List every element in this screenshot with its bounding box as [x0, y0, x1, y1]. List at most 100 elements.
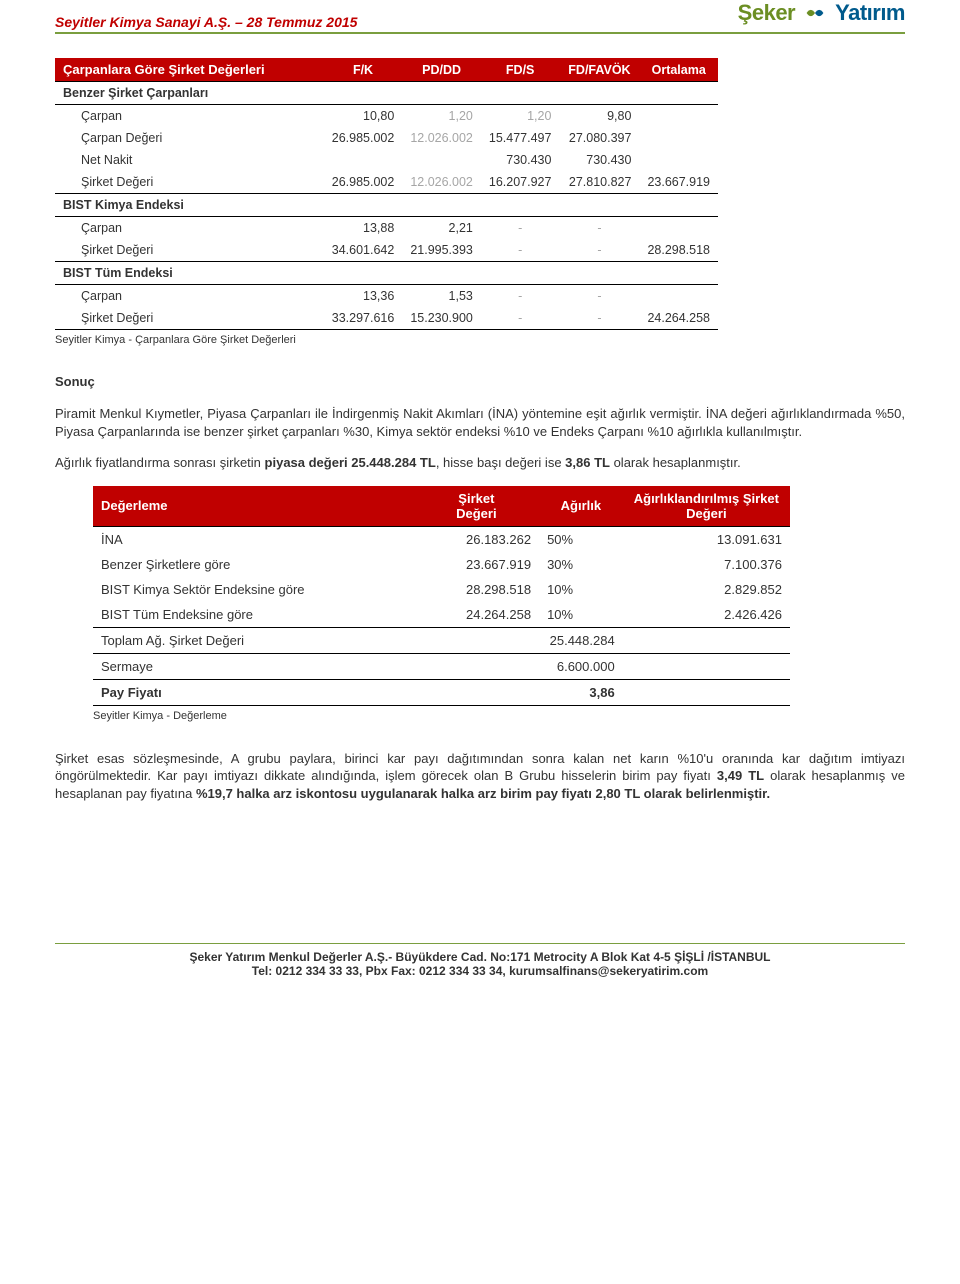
summary-value: 25.448.284	[414, 627, 623, 653]
cell	[639, 105, 718, 128]
cell	[639, 217, 718, 240]
footer-line1: Şeker Yatırım Menkul Değerler A.Ş.- Büyü…	[55, 950, 905, 964]
footer-line2: Tel: 0212 334 33 33, Pbx Fax: 0212 334 3…	[55, 964, 905, 978]
cell: 15.230.900	[402, 307, 481, 330]
cell: 34.601.642	[324, 239, 403, 262]
cell: 2,21	[402, 217, 481, 240]
summary-label: Pay Fiyatı	[93, 679, 414, 705]
p3-d: %19,7 halka arz iskontosu uygulanarak ha…	[196, 786, 770, 801]
p2-d: 3,86 TL	[565, 455, 610, 470]
cell: 23.667.919	[414, 552, 539, 577]
cell: 26.183.262	[414, 526, 539, 552]
table-row: Çarpan13,882,21--	[55, 217, 718, 240]
header-title: Seyitler Kimya Sanayi A.Ş. – 28 Temmuz 2…	[55, 14, 357, 30]
final-paragraph: Şirket esas sözleşmesinde, A grubu payla…	[55, 750, 905, 803]
table-row: İNA26.183.26250%13.091.631	[93, 526, 790, 552]
summary-row: Sermaye6.600.000	[93, 653, 790, 679]
table-row: Çarpan Değeri26.985.00212.026.00215.477.…	[55, 127, 718, 149]
table-row: BIST Kimya Sektör Endeksine göre28.298.5…	[93, 577, 790, 602]
cell: 7.100.376	[623, 552, 790, 577]
p3-b: 3,49 TL	[717, 768, 764, 783]
row-label: İNA	[93, 526, 414, 552]
cell: 27.080.397	[559, 127, 639, 149]
row-label: Benzer Şirketlere göre	[93, 552, 414, 577]
col-ortalama-label: Ortalama	[639, 58, 718, 82]
cell: 13,36	[324, 285, 403, 308]
p2-a: Ağırlık fiyatlandırma sonrası şirketin	[55, 455, 265, 470]
table-row: Benzer Şirketlere göre23.667.91930%7.100…	[93, 552, 790, 577]
cell: 730.430	[481, 149, 560, 171]
col-agirlikli-sirket-degeri-label: Ağırlıklandırılmış ŞirketDeğeri	[634, 491, 779, 521]
summary-row: Toplam Ağ. Şirket Değeri25.448.284	[93, 627, 790, 653]
cell: -	[559, 307, 639, 330]
row-label: BIST Tüm Endeksine göre	[93, 602, 414, 628]
table-row: Çarpan10,801,201,209,80	[55, 105, 718, 128]
section-header: BIST Tüm Endeksi	[55, 262, 718, 285]
table2-title: Değerleme	[93, 486, 414, 527]
col-sirket-degeri-label: ŞirketDeğeri	[456, 491, 496, 521]
cell: -	[559, 285, 639, 308]
summary-value: 3,86	[414, 679, 623, 705]
cell: -	[481, 239, 560, 262]
footer: Şeker Yatırım Menkul Değerler A.Ş.- Büyü…	[55, 943, 905, 978]
p2-b: piyasa değeri 25.448.284 TL	[265, 455, 436, 470]
cell	[639, 285, 718, 308]
sonuc-p1: Piramit Menkul Kıymetler, Piyasa Çarpanl…	[55, 405, 905, 440]
row-label: Çarpan	[55, 217, 324, 240]
logo-text-right: Yatırım	[835, 0, 905, 26]
logo-text-left: Şeker	[738, 0, 795, 26]
cell	[639, 127, 718, 149]
row-label: Çarpan	[55, 285, 324, 308]
header: Seyitler Kimya Sanayi A.Ş. – 28 Temmuz 2…	[55, 0, 905, 34]
table-row: BIST Tüm Endeksine göre24.264.25810%2.42…	[93, 602, 790, 628]
cell: 13.091.631	[623, 526, 790, 552]
cell: 16.207.927	[481, 171, 560, 194]
row-label: Çarpan	[55, 105, 324, 128]
row-label: Şirket Değeri	[55, 239, 324, 262]
cell: 50%	[539, 526, 623, 552]
cell: 33.297.616	[324, 307, 403, 330]
col-pddd-label: PD/DD	[402, 58, 481, 82]
section-header: BIST Kimya Endeksi	[55, 194, 718, 217]
sonuc-heading: Sonuç	[55, 374, 905, 389]
cell: -	[559, 239, 639, 262]
cell: 27.810.827	[559, 171, 639, 194]
cell: 26.985.002	[324, 127, 403, 149]
row-label: Net Nakit	[55, 149, 324, 171]
cell: 10%	[539, 577, 623, 602]
section-header: Benzer Şirket Çarpanları	[55, 82, 718, 105]
row-label: BIST Kimya Sektör Endeksine göre	[93, 577, 414, 602]
cell: -	[481, 217, 560, 240]
p2-c: , hisse başı değeri ise	[436, 455, 565, 470]
cell: 730.430	[559, 149, 639, 171]
sonuc-p2: Ağırlık fiyatlandırma sonrası şirketin p…	[55, 454, 905, 472]
cell: 21.995.393	[402, 239, 481, 262]
cell: 1,53	[402, 285, 481, 308]
cell: 30%	[539, 552, 623, 577]
summary-label: Toplam Ağ. Şirket Değeri	[93, 627, 414, 653]
table2-caption: Seyitler Kimya - Değerleme	[93, 710, 905, 722]
cell: -	[559, 217, 639, 240]
table1-title: Çarpanlara Göre Şirket Değerleri	[55, 58, 324, 82]
table1-caption: Seyitler Kimya - Çarpanlara Göre Şirket …	[55, 334, 718, 346]
logo-icon	[801, 1, 829, 25]
cell: 1,20	[481, 105, 560, 128]
table-row: Şirket Değeri33.297.61615.230.900--24.26…	[55, 307, 718, 330]
table-row: Çarpan13,361,53--	[55, 285, 718, 308]
cell: -	[481, 285, 560, 308]
cell: 12.026.002	[402, 171, 481, 194]
cell: 10%	[539, 602, 623, 628]
table-row: Şirket Değeri34.601.64221.995.393--28.29…	[55, 239, 718, 262]
cell: 23.667.919	[639, 171, 718, 194]
valuation-table: Değerleme ŞirketDeğeri Ağırlık Ağırlıkla…	[93, 486, 790, 706]
cell: -	[481, 307, 560, 330]
col-fds-label: FD/S	[481, 58, 560, 82]
cell: 2.829.852	[623, 577, 790, 602]
cell: 28.298.518	[639, 239, 718, 262]
col-fdfavok-label: FD/FAVÖK	[559, 58, 639, 82]
cell: 28.298.518	[414, 577, 539, 602]
cell	[324, 149, 403, 171]
summary-label: Sermaye	[93, 653, 414, 679]
cell: 13,88	[324, 217, 403, 240]
table-row: Net Nakit 730.430730.430	[55, 149, 718, 171]
